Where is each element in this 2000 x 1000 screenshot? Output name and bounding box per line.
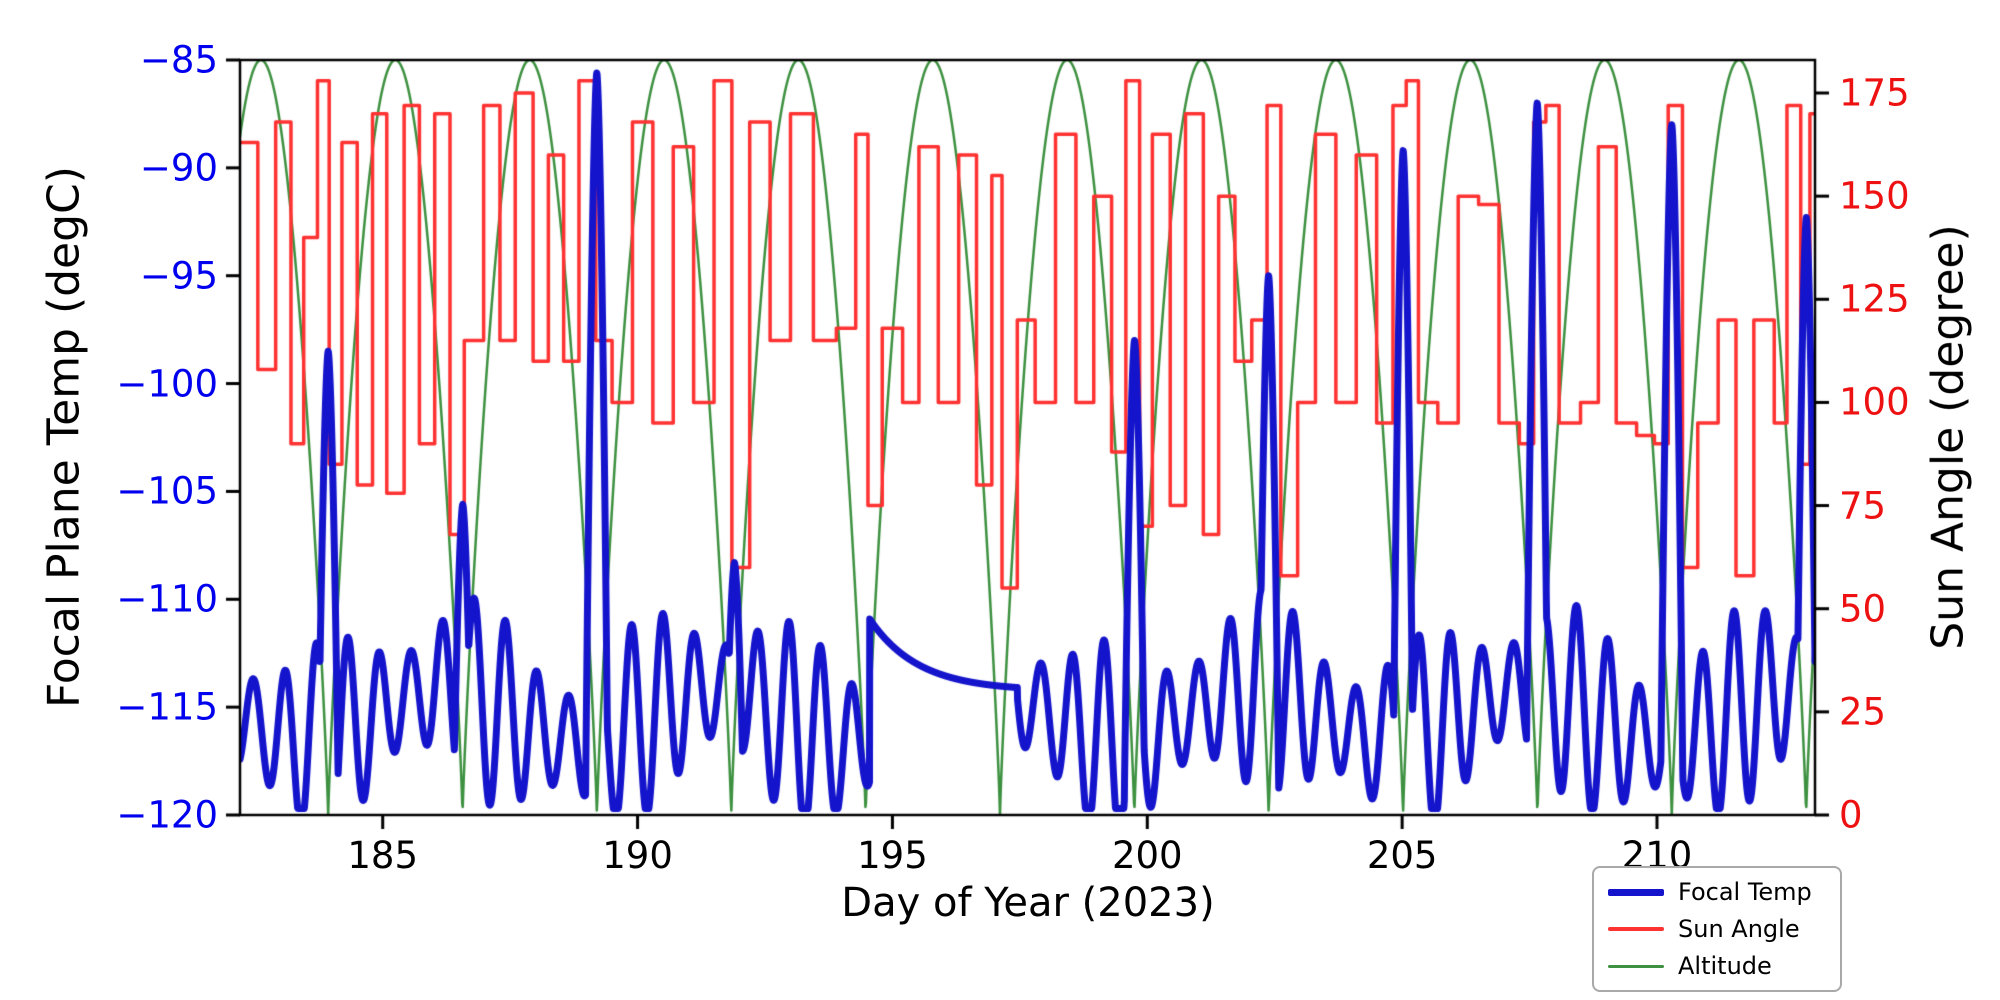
legend-line-sample — [1608, 888, 1664, 896]
legend-label: Altitude — [1678, 952, 1772, 980]
legend-label: Sun Angle — [1678, 915, 1800, 943]
x-tick-label: 200 — [1111, 834, 1183, 877]
left-y-tick-label: −90 — [139, 146, 218, 190]
right-y-tick-label: 150 — [1839, 174, 1910, 218]
left-y-tick-label: −100 — [116, 362, 218, 406]
legend-entry-sun_angle: Sun Angle — [1608, 915, 1826, 943]
x-axis-title: Day of Year (2023) — [841, 880, 1215, 926]
x-tick-label: 195 — [857, 834, 928, 877]
legend-line-sample — [1608, 964, 1664, 968]
left-axis-title: Focal Plane Temp (degC) — [38, 166, 90, 708]
left-y-tick-label: −120 — [116, 793, 218, 837]
left-y-tick-label: −110 — [116, 577, 218, 621]
right-y-tick-label: 175 — [1839, 71, 1910, 115]
left-y-tick-label: −95 — [139, 254, 218, 298]
right-y-tick-label: 125 — [1839, 277, 1910, 321]
right-y-tick-label: 100 — [1839, 380, 1910, 424]
right-y-tick-label: 50 — [1839, 587, 1887, 631]
legend-entry-focal_temp: Focal Temp — [1608, 878, 1826, 906]
legend-label: Focal Temp — [1678, 878, 1812, 906]
right-y-tick-label: 0 — [1839, 793, 1863, 837]
legend: Focal Temp Sun Angle Altitude — [1592, 866, 1842, 992]
legend-line-sample — [1608, 927, 1664, 931]
right-y-tick-label: 75 — [1839, 484, 1887, 528]
x-tick-label: 185 — [347, 834, 419, 877]
left-y-tick-label: −105 — [116, 469, 218, 513]
x-tick-label: 205 — [1366, 834, 1438, 877]
left-y-tick-label: −85 — [139, 38, 218, 82]
left-y-tick-label: −115 — [116, 685, 218, 729]
right-axis-title: Sun Angle (degree) — [1922, 224, 1974, 650]
x-tick-label: 190 — [602, 834, 673, 877]
legend-entry-altitude: Altitude — [1608, 952, 1826, 980]
right-y-tick-label: 25 — [1839, 690, 1887, 734]
